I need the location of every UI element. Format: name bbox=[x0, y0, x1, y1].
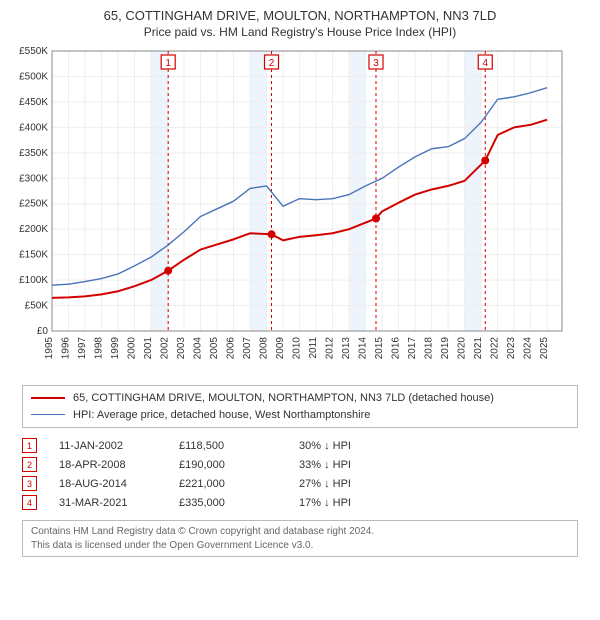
svg-text:£150K: £150K bbox=[19, 250, 48, 261]
svg-text:2014: 2014 bbox=[358, 337, 369, 360]
svg-text:£0: £0 bbox=[37, 326, 49, 337]
svg-text:£550K: £550K bbox=[19, 46, 48, 57]
svg-text:2022: 2022 bbox=[490, 337, 501, 360]
svg-text:2018: 2018 bbox=[424, 337, 435, 360]
svg-text:2006: 2006 bbox=[226, 337, 237, 360]
transactions-table: 1 11-JAN-2002£118,50030% ↓ HPI 2 18-APR-200… bbox=[22, 436, 578, 512]
svg-text:2024: 2024 bbox=[523, 337, 534, 360]
legend-item: 65, COTTINGHAM DRIVE, MOULTON, NORTHAMPT… bbox=[31, 390, 569, 407]
footer-line1: Contains HM Land Registry data © Crown c… bbox=[31, 525, 569, 539]
transaction-date: 18-APR-2008 bbox=[59, 459, 179, 471]
transaction-row: 4 31-MAR-2021£335,00017% ↓ HPI bbox=[22, 493, 578, 512]
svg-text:2020: 2020 bbox=[457, 337, 468, 360]
svg-text:2012: 2012 bbox=[325, 337, 336, 360]
page-subtitle: Price paid vs. HM Land Registry's House … bbox=[8, 25, 592, 39]
transaction-price: £335,000 bbox=[179, 497, 299, 509]
legend-item: HPI: Average price, detached house, West… bbox=[31, 407, 569, 424]
svg-text:2023: 2023 bbox=[506, 337, 517, 360]
svg-text:2015: 2015 bbox=[374, 337, 385, 360]
svg-text:2000: 2000 bbox=[127, 337, 138, 360]
chart: £0 £50K £100K £150K £200K £250K £300K £350K £400… bbox=[8, 45, 592, 375]
transaction-row: 3 18-AUG-2014£221,00027% ↓ HPI bbox=[22, 474, 578, 493]
svg-text:£500K: £500K bbox=[19, 71, 48, 82]
transaction-price: £221,000 bbox=[179, 478, 299, 490]
legend-swatch bbox=[31, 397, 65, 399]
transaction-delta: 30% ↓ HPI bbox=[299, 440, 419, 452]
title-block: 65, COTTINGHAM DRIVE, MOULTON, NORTHAMPT… bbox=[8, 8, 592, 39]
transaction-price: £118,500 bbox=[179, 440, 299, 452]
svg-text:2017: 2017 bbox=[407, 337, 418, 360]
svg-text:4: 4 bbox=[482, 58, 488, 69]
svg-text:2: 2 bbox=[269, 58, 275, 69]
legend-label: HPI: Average price, detached house, West… bbox=[73, 407, 370, 424]
transaction-date: 31-MAR-2021 bbox=[59, 497, 179, 509]
svg-text:2001: 2001 bbox=[143, 337, 154, 360]
svg-text:2007: 2007 bbox=[242, 337, 253, 360]
page-title: 65, COTTINGHAM DRIVE, MOULTON, NORTHAMPT… bbox=[8, 8, 592, 23]
svg-text:1996: 1996 bbox=[61, 337, 72, 360]
svg-text:2009: 2009 bbox=[275, 337, 286, 360]
svg-text:2013: 2013 bbox=[341, 337, 352, 360]
transaction-marker: 2 bbox=[22, 457, 37, 472]
svg-text:2021: 2021 bbox=[473, 337, 484, 360]
svg-text:2005: 2005 bbox=[209, 337, 220, 360]
transaction-price: £190,000 bbox=[179, 459, 299, 471]
svg-text:2016: 2016 bbox=[391, 337, 402, 360]
svg-text:2010: 2010 bbox=[292, 337, 303, 360]
svg-text:1999: 1999 bbox=[110, 337, 121, 360]
svg-text:2003: 2003 bbox=[176, 337, 187, 360]
footer: Contains HM Land Registry data © Crown c… bbox=[22, 520, 578, 557]
svg-text:2004: 2004 bbox=[193, 337, 204, 360]
svg-text:3: 3 bbox=[373, 58, 379, 69]
transaction-date: 18-AUG-2014 bbox=[59, 478, 179, 490]
transaction-marker: 1 bbox=[22, 438, 37, 453]
svg-text:2002: 2002 bbox=[160, 337, 171, 360]
legend: 65, COTTINGHAM DRIVE, MOULTON, NORTHAMPT… bbox=[22, 385, 578, 428]
svg-text:2011: 2011 bbox=[308, 337, 319, 359]
transaction-marker: 4 bbox=[22, 495, 37, 510]
svg-text:£250K: £250K bbox=[19, 199, 48, 210]
transaction-delta: 17% ↓ HPI bbox=[299, 497, 419, 509]
transaction-marker: 3 bbox=[22, 476, 37, 491]
svg-text:£50K: £50K bbox=[25, 301, 49, 312]
svg-text:£350K: £350K bbox=[19, 148, 48, 159]
svg-text:£200K: £200K bbox=[19, 224, 48, 235]
transaction-row: 1 11-JAN-2002£118,50030% ↓ HPI bbox=[22, 436, 578, 455]
svg-text:2008: 2008 bbox=[259, 337, 270, 360]
svg-text:£100K: £100K bbox=[19, 275, 48, 286]
svg-text:2025: 2025 bbox=[539, 337, 550, 360]
chart-svg: £0 £50K £100K £150K £200K £250K £300K £350K £400… bbox=[8, 45, 568, 375]
transaction-row: 2 18-APR-2008£190,00033% ↓ HPI bbox=[22, 455, 578, 474]
svg-text:1995: 1995 bbox=[44, 337, 55, 360]
svg-text:£400K: £400K bbox=[19, 122, 48, 133]
legend-swatch bbox=[31, 414, 65, 415]
svg-text:£300K: £300K bbox=[19, 173, 48, 184]
svg-text:1998: 1998 bbox=[94, 337, 105, 360]
transaction-delta: 33% ↓ HPI bbox=[299, 459, 419, 471]
legend-label: 65, COTTINGHAM DRIVE, MOULTON, NORTHAMPT… bbox=[73, 390, 494, 407]
footer-line2: This data is licensed under the Open Gov… bbox=[31, 539, 569, 553]
svg-text:2019: 2019 bbox=[440, 337, 451, 360]
svg-text:£450K: £450K bbox=[19, 97, 48, 108]
svg-text:1997: 1997 bbox=[77, 337, 88, 360]
transaction-date: 11-JAN-2002 bbox=[59, 440, 179, 452]
svg-text:1: 1 bbox=[165, 58, 171, 69]
transaction-delta: 27% ↓ HPI bbox=[299, 478, 419, 490]
